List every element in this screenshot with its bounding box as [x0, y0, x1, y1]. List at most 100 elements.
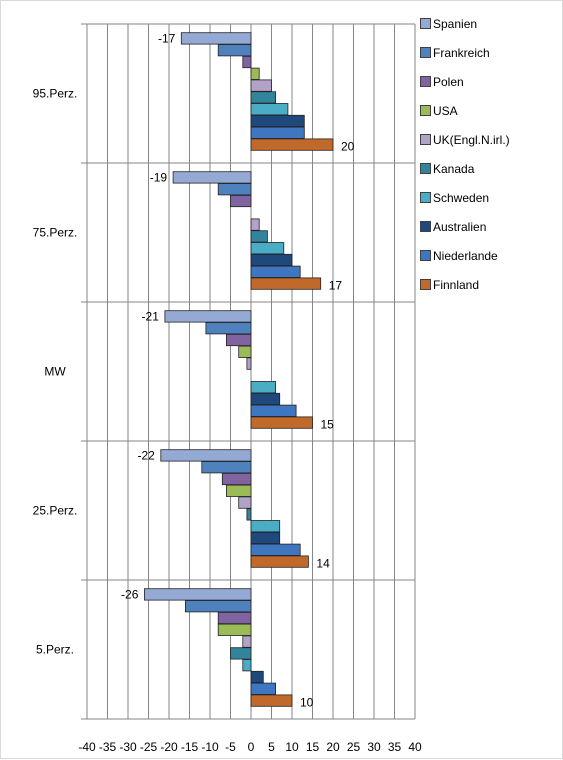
bar-kanada-0: [250, 91, 277, 104]
x-tick-label: -40: [78, 740, 96, 754]
data-label-max: 20: [341, 140, 355, 154]
x-tick-label: 40: [408, 740, 422, 754]
bar-frankreich-3: [201, 461, 252, 474]
bar-usa-3: [225, 484, 252, 497]
bar-uk-engl-n-irl--0: [250, 79, 272, 92]
bar-usa-0: [250, 67, 260, 80]
bar-niederlande-4: [250, 682, 277, 695]
legend-item: Polen: [420, 74, 560, 103]
bar-kanada-1: [250, 230, 268, 243]
legend-item: Spanien: [420, 16, 560, 45]
bar-spanien-4: [143, 588, 252, 601]
bar-australien-3: [250, 531, 281, 545]
legend-item: Niederlande: [420, 248, 560, 277]
legend-label: Polen: [433, 75, 464, 89]
data-label-min: -26: [121, 587, 139, 601]
category-label: 95.Perz.: [33, 87, 78, 101]
data-label-min: -22: [137, 448, 155, 462]
legend-label: Spanien: [433, 17, 478, 31]
legend-item: Kanada: [420, 161, 560, 190]
x-tick-label: -30: [119, 740, 137, 754]
bar-polen-4: [217, 611, 252, 625]
bar-uk-engl-n-irl--2: [246, 357, 252, 370]
bar-kanada-4: [230, 647, 252, 660]
bar-finnland-4: [250, 694, 293, 707]
legend-label: Finnland: [433, 278, 480, 292]
legend-label: USA: [433, 104, 458, 118]
legend-item: Finnland: [420, 277, 560, 306]
x-tick-label: 30: [367, 740, 381, 754]
data-label-min: -19: [150, 170, 168, 184]
legend-label: Niederlande: [433, 249, 498, 263]
x-tick-label: -10: [201, 740, 219, 754]
bar-finnland-3: [250, 555, 309, 568]
legend-swatch: [420, 221, 431, 232]
legend-item: Schweden: [420, 190, 560, 219]
x-tick-label: 0: [248, 740, 255, 754]
bar-australien-2: [250, 392, 281, 406]
legend-swatch: [420, 192, 431, 203]
bar-polen-0: [242, 55, 252, 69]
x-tick-label: -25: [140, 740, 158, 754]
x-tick-label: -15: [181, 740, 199, 754]
legend-item: UK(Engl.N.irl.): [420, 132, 560, 161]
legend-swatch: [420, 18, 431, 29]
bar-usa-4: [217, 623, 252, 636]
x-tick-label: 25: [347, 740, 361, 754]
bar-schweden-1: [250, 242, 285, 255]
bar-frankreich-0: [217, 44, 252, 57]
legend-swatch: [420, 47, 431, 58]
bar-schweden-0: [250, 103, 289, 116]
bar-uk-engl-n-irl--1: [250, 218, 260, 231]
bar-niederlande-1: [250, 265, 301, 278]
bar-frankreich-2: [205, 322, 252, 335]
bar-uk-engl-n-irl--4: [242, 635, 252, 648]
data-label-min: -17: [158, 31, 176, 45]
legend-swatch: [420, 134, 431, 145]
data-label-max: 17: [329, 279, 343, 293]
x-tick-label: 10: [285, 740, 299, 754]
category-label: 5.Perz.: [36, 643, 74, 657]
legend-swatch: [420, 105, 431, 116]
legend-label: Frankreich: [433, 46, 490, 60]
bar-polen-3: [221, 472, 252, 486]
bar-spanien-3: [160, 449, 252, 462]
bar-kanada-3: [246, 508, 252, 521]
legend-label: UK(Engl.N.irl.): [433, 133, 510, 147]
x-tick-label: 20: [326, 740, 340, 754]
bar-schweden-4: [242, 659, 252, 672]
bar-polen-1: [230, 194, 252, 208]
bar-australien-1: [250, 253, 293, 267]
x-tick-label: -35: [99, 740, 117, 754]
bar-australien-4: [250, 670, 264, 684]
data-label-max: 14: [316, 557, 330, 571]
x-tick-label: -5: [225, 740, 236, 754]
legend: Spanien Frankreich Polen USA UK(Engl.N.irl.)…: [420, 16, 560, 306]
bar-finnland-2: [250, 416, 313, 429]
x-tick-label: 15: [306, 740, 320, 754]
bar-schweden-3: [250, 520, 281, 533]
bar-spanien-0: [180, 32, 252, 45]
legend-swatch: [420, 163, 431, 174]
category-label: 25.Perz.: [33, 504, 78, 518]
legend-item: Australien: [420, 219, 560, 248]
bar-niederlande-3: [250, 543, 301, 556]
bar-spanien-2: [164, 310, 252, 323]
bar-frankreich-4: [184, 600, 252, 613]
bar-finnland-0: [250, 138, 334, 151]
bar-finnland-1: [250, 277, 322, 290]
bar-usa-2: [238, 345, 252, 358]
x-tick-label: 5: [268, 740, 275, 754]
bar-schweden-2: [250, 381, 277, 394]
legend-swatch: [420, 76, 431, 87]
legend-label: Australien: [433, 220, 487, 234]
bar-uk-engl-n-irl--3: [238, 496, 252, 509]
x-tick-label: 35: [388, 740, 402, 754]
bar-niederlande-2: [250, 404, 297, 417]
bar-spanien-1: [172, 171, 252, 184]
legend-label: Kanada: [433, 162, 475, 176]
bar-australien-0: [250, 114, 305, 128]
legend-label: Schweden: [433, 191, 490, 205]
bar-polen-2: [225, 333, 252, 347]
category-label: 75.Perz.: [33, 226, 78, 240]
